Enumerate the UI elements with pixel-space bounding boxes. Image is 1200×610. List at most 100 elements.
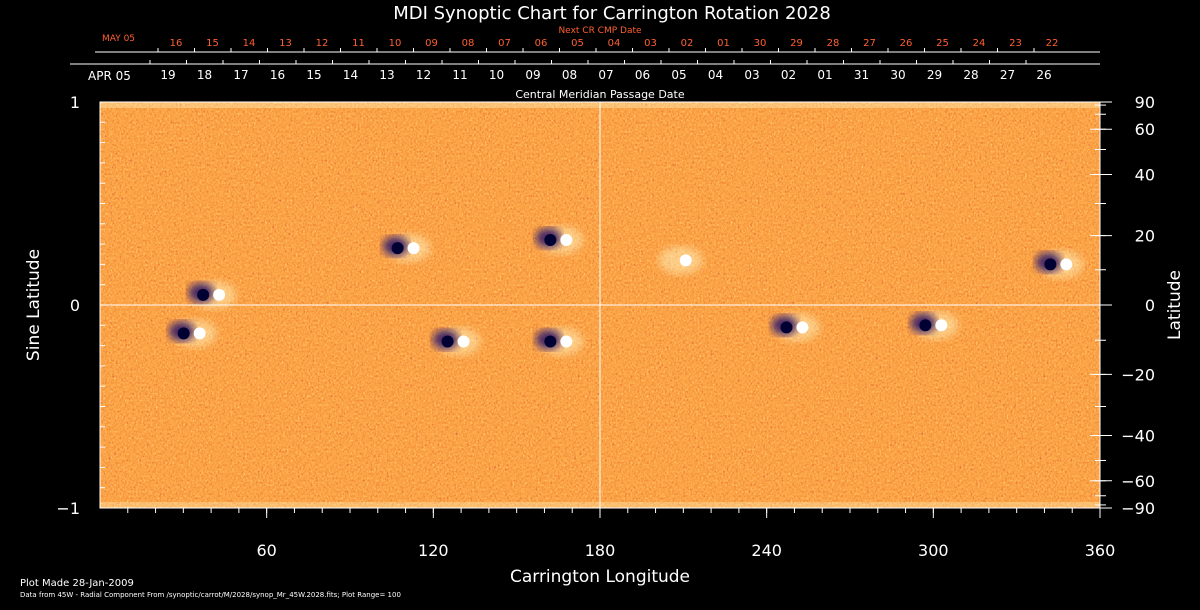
x-tick-label: 120 — [418, 541, 449, 560]
cmp-date-label: 05 — [671, 68, 686, 82]
lat-tick-label: 40 — [1135, 166, 1155, 185]
cmp-date-label: 16 — [270, 68, 285, 82]
active-region-7 — [658, 246, 703, 275]
next-axis-start-label: MAY 05 — [102, 34, 135, 44]
cmp-date-label: 04 — [708, 68, 723, 82]
positive-spot — [560, 234, 573, 247]
positive-spot — [935, 319, 948, 332]
active-region-8 — [771, 313, 820, 342]
cmp-date-label: 02 — [781, 68, 796, 82]
y-axis-left-label: Sine Latitude — [24, 249, 44, 361]
cmp-date-axis: 19 18 17 16 15 14 13 12 11 10 09 08 07 06 05 04 03 02 01 31… — [70, 60, 1100, 82]
active-region-10 — [1035, 250, 1084, 279]
next-date-label: 02 — [681, 38, 694, 49]
cmp-date-label: 29 — [927, 68, 942, 82]
active-region-6 — [535, 226, 584, 255]
next-date-label: 28 — [827, 38, 840, 49]
next-date-label: 27 — [863, 38, 876, 49]
next-date-label: 16 — [170, 38, 183, 49]
lat-tick-label: 0 — [1145, 296, 1155, 315]
negative-spot — [177, 327, 190, 340]
next-date-label: 03 — [644, 38, 657, 49]
active-region-2 — [168, 319, 217, 348]
next-date-label: 08 — [462, 38, 475, 49]
next-date-label: 12 — [316, 38, 329, 49]
cmp-date-label: 26 — [1036, 68, 1051, 82]
cmp-date-label: 17 — [233, 68, 248, 82]
cmp-date-label: 30 — [890, 68, 905, 82]
next-date-label: 07 — [498, 38, 511, 49]
cmp-date-label: 12 — [416, 68, 431, 82]
next-date-label: 22 — [1046, 38, 1059, 49]
active-region-9 — [910, 311, 959, 340]
active-region-1 — [188, 280, 237, 309]
data-source-note: Data from 45W - Radial Component From /s… — [20, 591, 401, 599]
next-date-label: 14 — [243, 38, 256, 49]
y-tick-label: −1 — [56, 499, 80, 518]
cmp-date-label: 08 — [562, 68, 577, 82]
next-date-label: 23 — [1009, 38, 1022, 49]
next-date-label: 09 — [425, 38, 438, 49]
cmp-date-label: 28 — [963, 68, 978, 82]
lat-tick-label: −90 — [1121, 499, 1155, 518]
x-tick-label: 180 — [585, 541, 616, 560]
x-tick-label: 60 — [256, 541, 276, 560]
active-region-4 — [432, 327, 481, 356]
y-tick-label: 0 — [70, 296, 80, 315]
cmp-date-label: 03 — [744, 68, 759, 82]
cmp-date-label: 11 — [452, 68, 467, 82]
positive-spot — [457, 335, 470, 348]
cmp-date-label: 09 — [525, 68, 540, 82]
cmp-date-label: 19 — [160, 68, 175, 82]
next-date-label: 29 — [790, 38, 803, 49]
positive-spot — [560, 335, 573, 348]
next-date-label: 06 — [535, 38, 548, 49]
x-tick-label: 360 — [1085, 541, 1116, 560]
next-date-label: 13 — [279, 38, 292, 49]
x-tick-label: 300 — [918, 541, 949, 560]
top-axis-start-label: APR 05 — [88, 69, 131, 83]
next-date-label: 30 — [754, 38, 767, 49]
positive-spot — [407, 242, 420, 255]
positive-spot — [796, 321, 809, 334]
negative-spot — [544, 335, 557, 348]
positive-spot — [193, 327, 206, 340]
latitude-axis: 90 60 40 20 0 −20 −40 −60 −90 — [1090, 93, 1155, 518]
chart-title: MDI Synoptic Chart for Carrington Rotati… — [393, 3, 831, 24]
plot-made-note: Plot Made 28-Jan-2009 — [20, 578, 134, 589]
cmp-date-label: 01 — [817, 68, 832, 82]
cmp-date-label: 15 — [306, 68, 321, 82]
next-cmp-date-axis: 16 15 14 13 12 11 10 09 08 07 06 05 04 03 02 01 30 29 28 27… — [95, 38, 1100, 53]
next-date-label: 25 — [936, 38, 949, 49]
next-date-label: 05 — [571, 38, 584, 49]
lat-tick-label: 20 — [1135, 227, 1155, 246]
next-date-label: 26 — [900, 38, 913, 49]
positive-spot — [213, 288, 226, 301]
lat-tick-label: −40 — [1121, 426, 1155, 445]
longitude-axis: 60 120 180 240 300 360 — [127, 508, 1116, 560]
cmp-date-label: 07 — [598, 68, 613, 82]
negative-spot — [441, 335, 454, 348]
lat-tick-label: −20 — [1121, 365, 1155, 384]
positive-spot — [679, 254, 692, 267]
y-tick-label: 1 — [70, 93, 80, 112]
next-date-label: 24 — [973, 38, 986, 49]
negative-spot — [919, 319, 932, 332]
negative-spot — [391, 242, 404, 255]
lat-tick-label: 90 — [1135, 93, 1155, 112]
top-axis-label: Central Meridian Passage Date — [515, 88, 684, 101]
next-date-label: 10 — [389, 38, 402, 49]
x-tick-label: 240 — [751, 541, 782, 560]
magnetogram-map — [100, 102, 1100, 508]
negative-spot — [197, 288, 210, 301]
cmp-date-label: 27 — [1000, 68, 1015, 82]
lat-tick-label: 60 — [1135, 120, 1155, 139]
negative-spot — [544, 234, 557, 247]
cmp-date-label: 13 — [379, 68, 394, 82]
next-date-label: 01 — [717, 38, 730, 49]
positive-spot — [1060, 258, 1073, 271]
cmp-date-label: 31 — [854, 68, 869, 82]
x-axis-label: Carrington Longitude — [510, 567, 690, 587]
negative-spot — [1044, 258, 1057, 271]
